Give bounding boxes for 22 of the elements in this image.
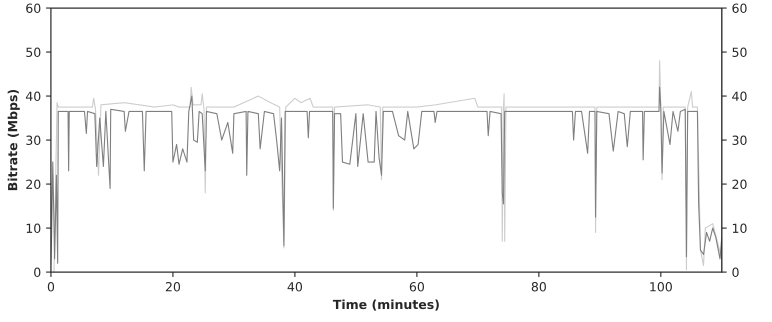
x-tick-label: 100 [650, 282, 672, 292]
y2-tick-label: 60 [732, 4, 747, 13]
x-tick-label: 0 [48, 282, 54, 292]
y2-tick-label: 40 [732, 92, 747, 101]
y-tick-label: 10 [26, 224, 40, 234]
y-tick-label: 40 [26, 92, 40, 101]
y-tick-label: 30 [26, 136, 40, 145]
x-tick-label: 40 [288, 282, 302, 292]
y-axis-title: Bitrate (Mbps) [8, 90, 20, 190]
y2-tick-label: 50 [732, 48, 747, 57]
y2-tick-label: 0 [732, 268, 739, 278]
x-tick-label: 80 [532, 282, 546, 292]
y-tick-label: 60 [26, 4, 40, 13]
y2-tick-label: 10 [732, 224, 747, 234]
x-axis-title: Time (minutes) [332, 299, 439, 311]
y2-tick-label: 30 [732, 136, 747, 145]
x-tick-label: 20 [166, 282, 180, 292]
y-tick-label: 20 [26, 180, 40, 190]
y-tick-label: 0 [34, 268, 40, 278]
y2-tick-label: 20 [732, 180, 747, 190]
y-tick-label: 50 [26, 48, 40, 57]
x-tick-label: 60 [410, 282, 424, 292]
